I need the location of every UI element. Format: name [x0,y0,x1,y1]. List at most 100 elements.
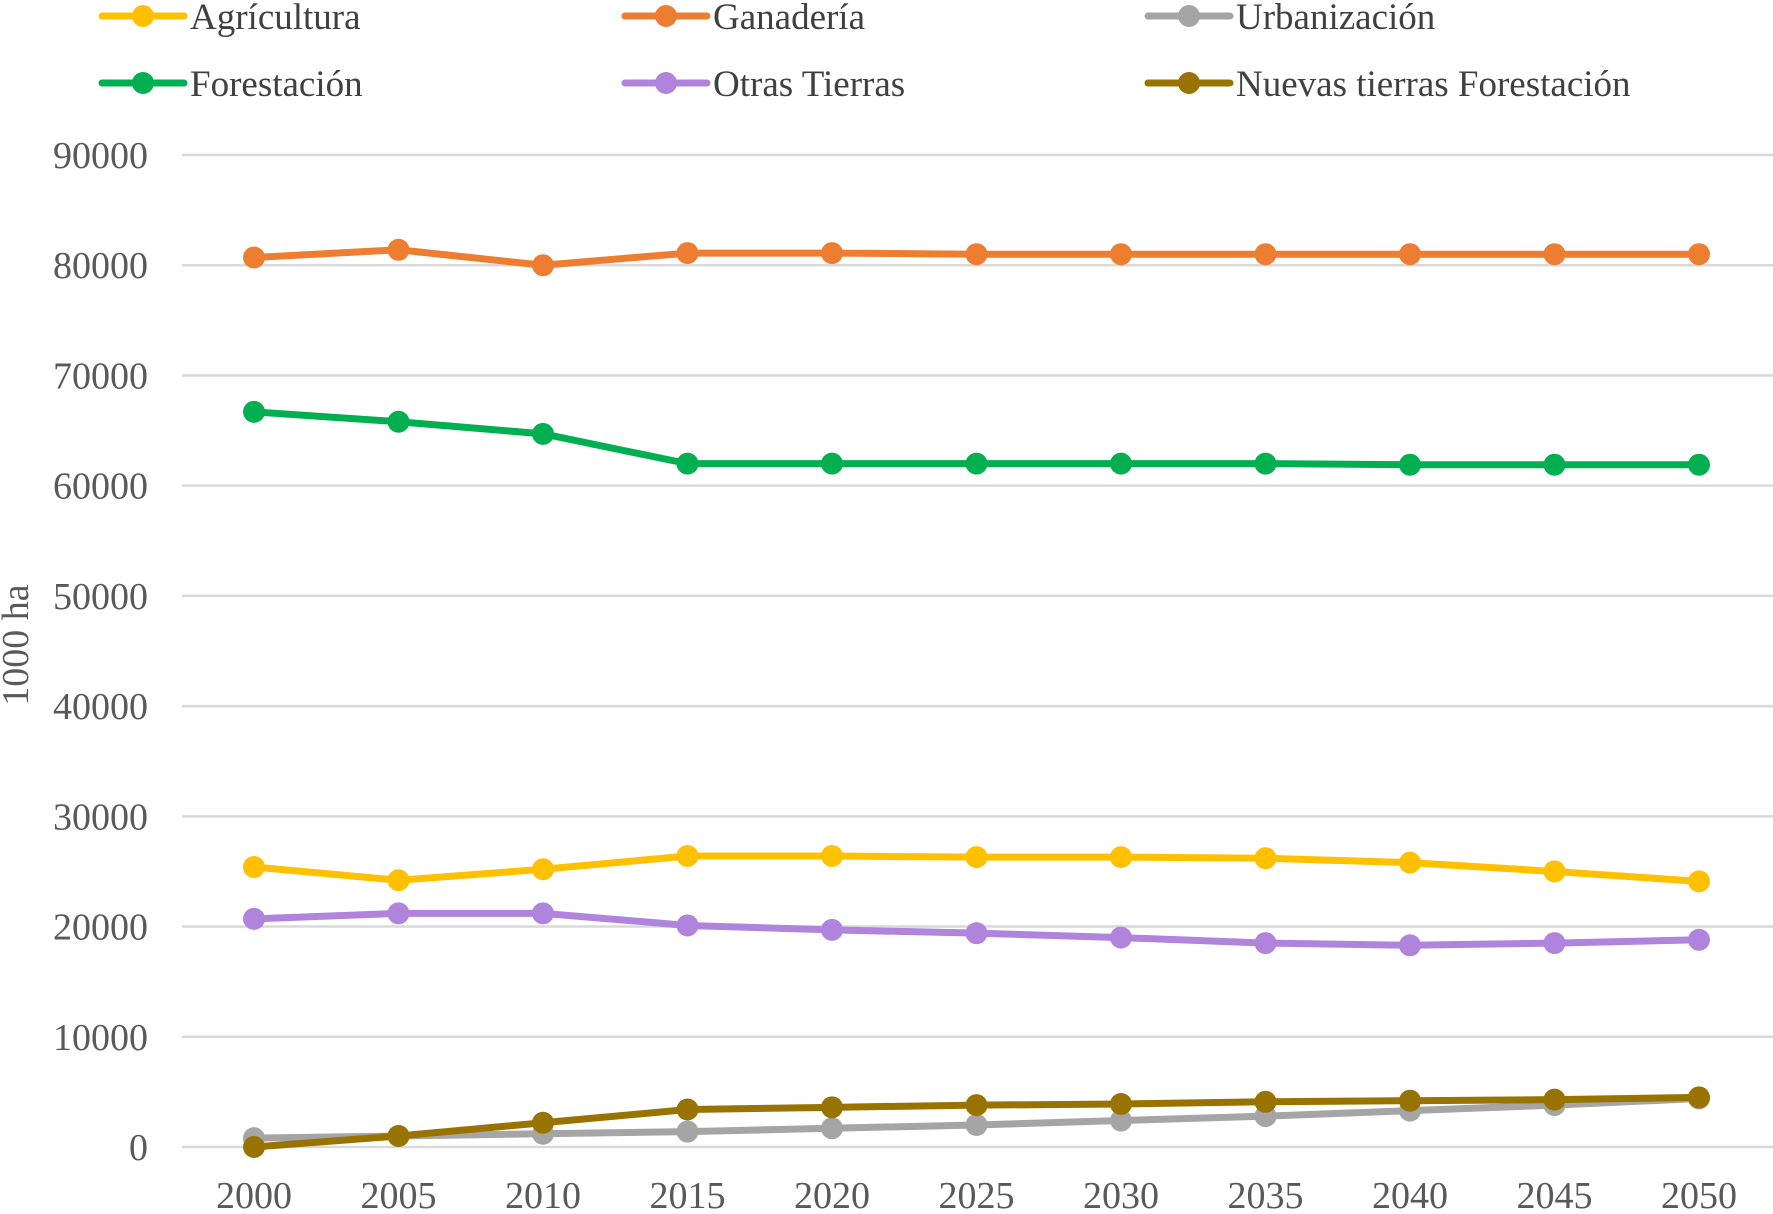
legend-swatch-marker [1178,72,1200,94]
legend-label: Agrícultura [190,0,361,38]
x-tick-label: 2030 [1083,1175,1159,1209]
series-3 [243,400,1710,476]
data-point [965,846,988,869]
data-point [532,902,554,925]
x-axis: 2000 2005 2010 2015 2020 2025 2030 2035 2040 2045… [216,1175,1737,1214]
y-tick-label: 90000 [53,135,148,177]
data-point [243,907,265,930]
data-point [1110,243,1132,266]
data-point [1399,453,1421,476]
data-point [1110,926,1132,949]
data-point [1688,243,1710,266]
legend-item: Otras Tierras [621,64,905,105]
data-point [1254,452,1277,475]
legend-swatch-marker [655,5,677,27]
series-4 [243,902,1710,957]
y-tick-label: 40000 [53,686,148,728]
series [243,238,1710,1158]
y-tick-label: 50000 [53,576,148,618]
x-tick-label: 2015 [650,1175,726,1209]
y-tick-label: 30000 [53,796,148,838]
data-point [387,902,410,925]
y-axis-title: 1000 ha [0,584,37,706]
data-point [965,922,988,945]
data-point [243,1136,265,1158]
data-point [532,858,554,881]
y-tick-label: 10000 [53,1017,148,1059]
y-tick-label: 70000 [53,355,148,397]
x-tick-label: 2040 [1372,1175,1448,1209]
data-point [1110,1093,1132,1116]
gridlines [182,153,1773,1149]
legend-swatch-marker [1178,5,1200,27]
y-tick-label: 0 [129,1127,148,1169]
data-point [243,246,265,269]
x-tick-label: 2000 [216,1175,292,1209]
data-point [1543,932,1566,955]
legend-swatch-marker [132,72,154,94]
data-point [1688,870,1710,893]
data-point [387,410,410,433]
legend-swatch-marker [132,5,154,27]
data-point [821,452,843,475]
series-5 [243,1086,1710,1158]
data-point [1399,243,1421,266]
data-point [965,243,988,266]
data-point [1254,932,1277,955]
x-tick-label: 2020 [794,1175,870,1209]
data-point [676,1098,699,1121]
legend-swatch-marker [655,72,677,94]
data-point [1110,846,1132,869]
data-point [821,1117,843,1140]
legend: Agrícultura Ganadería Urbanización Forestac… [98,0,1631,105]
data-point [821,242,843,265]
x-tick-label: 2035 [1228,1175,1304,1209]
series-1 [243,238,1710,277]
data-point [676,914,699,937]
legend-item: Nuevas tierras Forestación [1144,64,1631,105]
x-tick-label: 2045 [1517,1175,1593,1209]
data-point [821,1096,843,1119]
y-tick-label: 20000 [53,907,148,949]
data-point [1254,243,1277,266]
data-point [1110,452,1132,475]
data-point [387,238,410,261]
x-tick-label: 2005 [361,1175,437,1209]
data-point [1688,928,1710,951]
y-tick-label: 60000 [53,466,148,508]
y-axis: 0 10000 20000 30000 40000 50000 60000 70000 8000… [53,135,148,1169]
data-point [965,1094,988,1117]
legend-label: Nuevas tierras Forestación [1236,64,1631,105]
data-point [821,845,843,868]
data-point [243,856,265,879]
y-tick-label: 80000 [53,245,148,287]
data-point [1110,1109,1132,1132]
data-point [676,845,699,868]
legend-item: Urbanización [1144,0,1435,38]
x-tick-label: 2025 [939,1175,1015,1209]
legend-item: Agrícultura [98,0,361,38]
legend-label: Ganadería [713,0,865,38]
data-point [1254,847,1277,870]
data-point [1254,1090,1277,1113]
data-point [1399,851,1421,874]
data-point [387,869,410,892]
data-point [676,1120,699,1143]
series-0 [243,845,1710,893]
data-point [676,452,699,475]
data-point [1543,860,1566,883]
data-point [1543,453,1566,476]
x-tick-label: 2050 [1661,1175,1737,1209]
data-point [965,1113,988,1136]
data-point [1543,243,1566,266]
data-point [243,400,265,423]
x-tick-label: 2010 [505,1175,581,1209]
data-point [532,254,554,277]
data-point [965,452,988,475]
legend-label: Urbanización [1236,0,1435,38]
data-point [387,1124,410,1147]
legend-label: Otras Tierras [713,64,905,105]
legend-label: Forestación [190,64,363,105]
